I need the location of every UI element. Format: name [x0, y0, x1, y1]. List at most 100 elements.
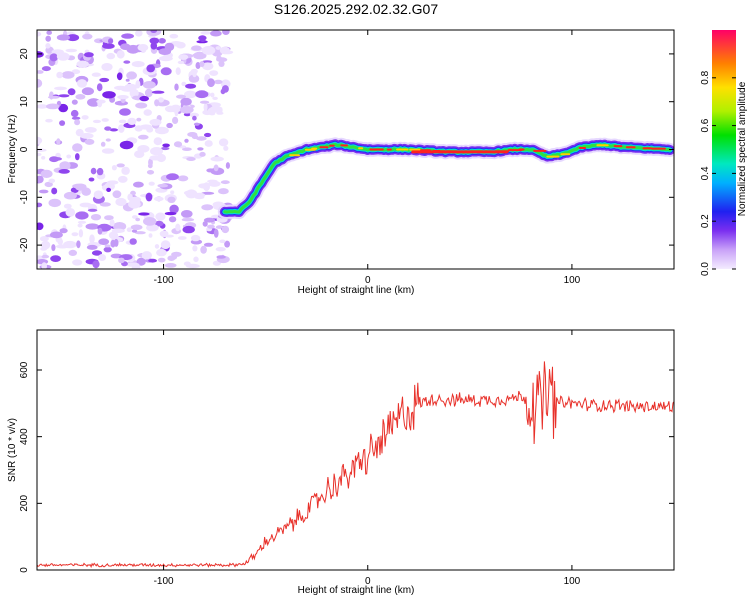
- tick-label: -20: [19, 237, 30, 252]
- colorbar-label: Normalized spectral amplitude: [737, 81, 748, 216]
- noise-blob: [70, 109, 79, 118]
- noise-blob: [87, 208, 98, 212]
- noise-blob: [105, 138, 111, 142]
- noise-blob: [202, 62, 214, 71]
- noise-blob: [203, 242, 214, 247]
- noise-blob: [176, 94, 186, 99]
- noise-blob: [150, 30, 157, 33]
- noise-blob: [56, 71, 63, 79]
- noise-blob: [76, 240, 81, 249]
- noise-blob: [99, 202, 111, 207]
- noise-blob: [77, 220, 87, 224]
- noise-blob: [149, 118, 162, 126]
- noise-blob: [108, 231, 119, 240]
- noise-blob: [129, 238, 137, 245]
- noise-blob: [103, 246, 112, 253]
- noise-blob: [215, 46, 221, 50]
- noise-blob: [202, 60, 213, 64]
- noise-blob: [37, 136, 43, 145]
- noise-blob: [132, 95, 141, 99]
- noise-blob: [109, 219, 115, 227]
- noise-blob: [213, 79, 223, 85]
- noise-blob: [175, 67, 181, 75]
- noise-blob: [123, 60, 131, 64]
- noise-blob: [37, 222, 44, 231]
- noise-blob: [108, 38, 114, 44]
- noise-blob: [128, 199, 141, 209]
- noise-blob: [135, 30, 143, 37]
- noise-layer: [37, 30, 234, 269]
- noise-blob: [150, 147, 163, 156]
- noise-blob: [190, 234, 201, 242]
- noise-blob: [82, 33, 93, 40]
- noise-blob: [97, 100, 103, 108]
- noise-blob: [193, 51, 207, 60]
- noise-blob: [54, 86, 67, 91]
- noise-blob: [50, 255, 61, 262]
- noise-blob: [203, 103, 208, 112]
- noise-blob: [150, 42, 158, 50]
- noise-blob: [74, 119, 81, 126]
- noise-blob: [44, 181, 53, 188]
- noise-blob: [154, 196, 164, 202]
- tick-label: 10: [19, 96, 30, 108]
- noise-blob: [66, 34, 80, 42]
- chart-title: S126.2025.292.02.32.G07: [274, 1, 438, 17]
- noise-blob: [219, 239, 226, 244]
- colorbar-tick-label: 0.4: [700, 166, 711, 180]
- noise-blob: [72, 143, 83, 152]
- noise-blob: [159, 230, 169, 237]
- noise-blob: [77, 223, 83, 228]
- noise-blob: [51, 244, 56, 252]
- noise-blob: [137, 44, 149, 52]
- colorbar: 0.0 0.2 0.4 0.6 0.8 Normalized spectral ampl…: [700, 30, 748, 276]
- noise-blob: [41, 66, 51, 72]
- noise-blob: [148, 181, 155, 186]
- noise-blob: [115, 197, 127, 207]
- noise-blob: [203, 217, 216, 223]
- noise-blob: [220, 88, 226, 95]
- noise-blob: [59, 161, 71, 170]
- noise-blob: [130, 224, 143, 231]
- noise-blob: [191, 134, 199, 140]
- noise-blob: [157, 183, 168, 188]
- noise-blob: [45, 43, 51, 49]
- noise-blob: [154, 220, 164, 227]
- noise-blob: [146, 224, 159, 232]
- noise-blob: [56, 52, 70, 61]
- noise-blob: [121, 33, 134, 39]
- noise-blob: [151, 90, 165, 94]
- noise-blob: [201, 45, 216, 55]
- noise-blob: [66, 154, 72, 159]
- noise-blob: [112, 190, 122, 199]
- noise-blob: [144, 88, 153, 98]
- snr-y-ticks: 0 200 400 600: [19, 361, 674, 573]
- noise-blob: [149, 155, 162, 161]
- noise-blob: [184, 138, 189, 143]
- noise-blob: [37, 78, 43, 88]
- noise-blob: [37, 31, 42, 37]
- snr-plot-area: [37, 330, 674, 570]
- noise-blob: [177, 60, 185, 65]
- noise-blob: [96, 83, 103, 92]
- noise-blob: [90, 214, 102, 221]
- noise-blob: [56, 34, 70, 41]
- noise-blob: [68, 249, 78, 256]
- noise-blob: [213, 228, 219, 238]
- noise-blob: [225, 162, 230, 169]
- noise-blob: [45, 35, 51, 42]
- noise-blob: [80, 132, 94, 139]
- noise-blob: [198, 183, 210, 189]
- spectrogram-x-ticks: -100 0 100: [154, 30, 581, 286]
- noise-blob: [157, 97, 164, 103]
- noise-blob: [182, 147, 192, 151]
- noise-blob: [116, 72, 123, 81]
- noise-blob: [58, 169, 70, 174]
- noise-blob: [212, 96, 218, 100]
- noise-blob: [171, 251, 182, 257]
- noise-blob: [47, 95, 60, 99]
- snr-panel: -100 0 100 0 200 400 600 Height of straight l…: [7, 329, 675, 596]
- noise-blob: [202, 221, 208, 227]
- noise-blob: [101, 148, 115, 154]
